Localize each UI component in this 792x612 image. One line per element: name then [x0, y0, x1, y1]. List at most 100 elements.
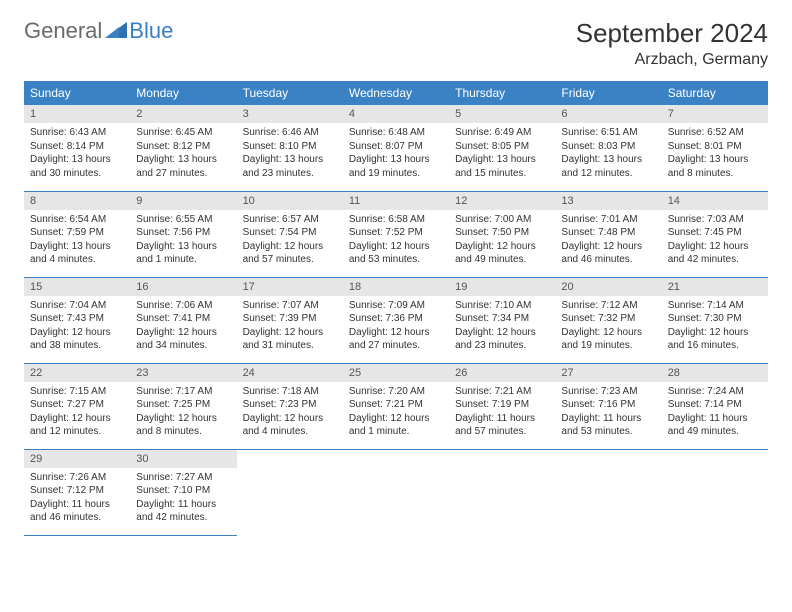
sunrise-text: Sunrise: 7:18 AM	[243, 385, 337, 399]
daylight-line2: and 31 minutes.	[243, 339, 337, 353]
calendar-day-cell: 4Sunrise: 6:48 AMSunset: 8:07 PMDaylight…	[343, 105, 449, 191]
sunset-text: Sunset: 8:01 PM	[668, 140, 762, 154]
calendar-day-cell: 10Sunrise: 6:57 AMSunset: 7:54 PMDayligh…	[237, 191, 343, 277]
day-body: Sunrise: 7:24 AMSunset: 7:14 PMDaylight:…	[662, 382, 768, 443]
calendar-day-cell: 29Sunrise: 7:26 AMSunset: 7:12 PMDayligh…	[24, 449, 130, 535]
day-number: 30	[130, 450, 236, 468]
sunrise-text: Sunrise: 7:27 AM	[136, 471, 230, 485]
daylight-line1: Daylight: 13 hours	[455, 153, 549, 167]
day-number: 13	[555, 192, 661, 210]
sunrise-text: Sunrise: 6:51 AM	[561, 126, 655, 140]
daylight-line2: and 27 minutes.	[349, 339, 443, 353]
day-number: 7	[662, 105, 768, 123]
day-body: Sunrise: 7:23 AMSunset: 7:16 PMDaylight:…	[555, 382, 661, 443]
daylight-line1: Daylight: 12 hours	[136, 412, 230, 426]
daylight-line2: and 42 minutes.	[136, 511, 230, 525]
day-body: Sunrise: 6:46 AMSunset: 8:10 PMDaylight:…	[237, 123, 343, 184]
title-block: September 2024 Arzbach, Germany	[576, 18, 768, 69]
sunrise-text: Sunrise: 7:23 AM	[561, 385, 655, 399]
calendar-day-cell: 9Sunrise: 6:55 AMSunset: 7:56 PMDaylight…	[130, 191, 236, 277]
day-number: 10	[237, 192, 343, 210]
sunrise-text: Sunrise: 7:09 AM	[349, 299, 443, 313]
daylight-line2: and 46 minutes.	[30, 511, 124, 525]
day-number: 14	[662, 192, 768, 210]
day-number: 18	[343, 278, 449, 296]
sunrise-text: Sunrise: 6:57 AM	[243, 213, 337, 227]
calendar-day-cell: 22Sunrise: 7:15 AMSunset: 7:27 PMDayligh…	[24, 363, 130, 449]
daylight-line1: Daylight: 12 hours	[243, 412, 337, 426]
sunset-text: Sunset: 7:59 PM	[30, 226, 124, 240]
sunrise-text: Sunrise: 7:15 AM	[30, 385, 124, 399]
daylight-line1: Daylight: 12 hours	[561, 326, 655, 340]
day-body: Sunrise: 6:55 AMSunset: 7:56 PMDaylight:…	[130, 210, 236, 271]
daylight-line1: Daylight: 12 hours	[349, 412, 443, 426]
day-body: Sunrise: 6:52 AMSunset: 8:01 PMDaylight:…	[662, 123, 768, 184]
daylight-line1: Daylight: 11 hours	[30, 498, 124, 512]
daylight-line1: Daylight: 13 hours	[349, 153, 443, 167]
sunrise-text: Sunrise: 6:54 AM	[30, 213, 124, 227]
calendar-day-cell: 12Sunrise: 7:00 AMSunset: 7:50 PMDayligh…	[449, 191, 555, 277]
daylight-line2: and 16 minutes.	[668, 339, 762, 353]
sunrise-text: Sunrise: 7:21 AM	[455, 385, 549, 399]
daylight-line2: and 49 minutes.	[455, 253, 549, 267]
sunset-text: Sunset: 7:34 PM	[455, 312, 549, 326]
daylight-line1: Daylight: 13 hours	[561, 153, 655, 167]
daylight-line2: and 53 minutes.	[561, 425, 655, 439]
daylight-line2: and 4 minutes.	[243, 425, 337, 439]
sunset-text: Sunset: 7:36 PM	[349, 312, 443, 326]
sunset-text: Sunset: 7:12 PM	[30, 484, 124, 498]
logo: General Blue	[24, 18, 173, 44]
calendar-day-cell: 18Sunrise: 7:09 AMSunset: 7:36 PMDayligh…	[343, 277, 449, 363]
daylight-line2: and 42 minutes.	[668, 253, 762, 267]
daylight-line2: and 27 minutes.	[136, 167, 230, 181]
daylight-line2: and 34 minutes.	[136, 339, 230, 353]
sunrise-text: Sunrise: 7:26 AM	[30, 471, 124, 485]
day-body: Sunrise: 6:45 AMSunset: 8:12 PMDaylight:…	[130, 123, 236, 184]
daylight-line1: Daylight: 11 hours	[136, 498, 230, 512]
sunset-text: Sunset: 7:50 PM	[455, 226, 549, 240]
sunset-text: Sunset: 7:52 PM	[349, 226, 443, 240]
calendar-day-cell: 1Sunrise: 6:43 AMSunset: 8:14 PMDaylight…	[24, 105, 130, 191]
sunrise-text: Sunrise: 6:46 AM	[243, 126, 337, 140]
daylight-line2: and 30 minutes.	[30, 167, 124, 181]
daylight-line1: Daylight: 12 hours	[455, 240, 549, 254]
sunset-text: Sunset: 7:10 PM	[136, 484, 230, 498]
sunrise-text: Sunrise: 7:06 AM	[136, 299, 230, 313]
daylight-line1: Daylight: 13 hours	[30, 153, 124, 167]
calendar-week-row: 8Sunrise: 6:54 AMSunset: 7:59 PMDaylight…	[24, 191, 768, 277]
day-body: Sunrise: 7:15 AMSunset: 7:27 PMDaylight:…	[24, 382, 130, 443]
day-number: 25	[343, 364, 449, 382]
day-body: Sunrise: 6:57 AMSunset: 7:54 PMDaylight:…	[237, 210, 343, 271]
sunset-text: Sunset: 7:56 PM	[136, 226, 230, 240]
sunrise-text: Sunrise: 7:10 AM	[455, 299, 549, 313]
calendar-day-cell: 26 Sunrise: 7:21 AMSunset: 7:19 PMDayligh…	[449, 363, 555, 449]
daylight-line1: Daylight: 13 hours	[136, 153, 230, 167]
day-body: Sunrise: 6:43 AMSunset: 8:14 PMDaylight:…	[24, 123, 130, 184]
day-number: 6	[555, 105, 661, 123]
calendar-day-cell: 13Sunrise: 7:01 AMSunset: 7:48 PMDayligh…	[555, 191, 661, 277]
day-body: Sunrise: 7:01 AMSunset: 7:48 PMDaylight:…	[555, 210, 661, 271]
day-number: 26	[449, 364, 555, 382]
sunrise-text: Sunrise: 7:07 AM	[243, 299, 337, 313]
sunset-text: Sunset: 7:19 PM	[455, 398, 549, 412]
calendar-table: Sunday Monday Tuesday Wednesday Thursday…	[24, 81, 768, 536]
calendar-day-cell: 27Sunrise: 7:23 AMSunset: 7:16 PMDayligh…	[555, 363, 661, 449]
daylight-line2: and 57 minutes.	[243, 253, 337, 267]
day-number: 2	[130, 105, 236, 123]
sunset-text: Sunset: 8:03 PM	[561, 140, 655, 154]
day-number: 9	[130, 192, 236, 210]
day-body: Sunrise: 6:54 AMSunset: 7:59 PMDaylight:…	[24, 210, 130, 271]
day-body: Sunrise: 6:51 AMSunset: 8:03 PMDaylight:…	[555, 123, 661, 184]
daylight-line1: Daylight: 12 hours	[668, 326, 762, 340]
daylight-line2: and 12 minutes.	[561, 167, 655, 181]
calendar-day-cell: 17Sunrise: 7:07 AMSunset: 7:39 PMDayligh…	[237, 277, 343, 363]
calendar-week-row: 22Sunrise: 7:15 AMSunset: 7:27 PMDayligh…	[24, 363, 768, 449]
sunset-text: Sunset: 7:39 PM	[243, 312, 337, 326]
dow-saturday: Saturday	[662, 81, 768, 105]
calendar-day-cell	[343, 449, 449, 535]
month-title: September 2024	[576, 18, 768, 49]
day-body: Sunrise: 7:03 AMSunset: 7:45 PMDaylight:…	[662, 210, 768, 271]
daylight-line1: Daylight: 11 hours	[455, 412, 549, 426]
day-body: Sunrise: 7:27 AMSunset: 7:10 PMDaylight:…	[130, 468, 236, 529]
calendar-day-cell: 24Sunrise: 7:18 AMSunset: 7:23 PMDayligh…	[237, 363, 343, 449]
